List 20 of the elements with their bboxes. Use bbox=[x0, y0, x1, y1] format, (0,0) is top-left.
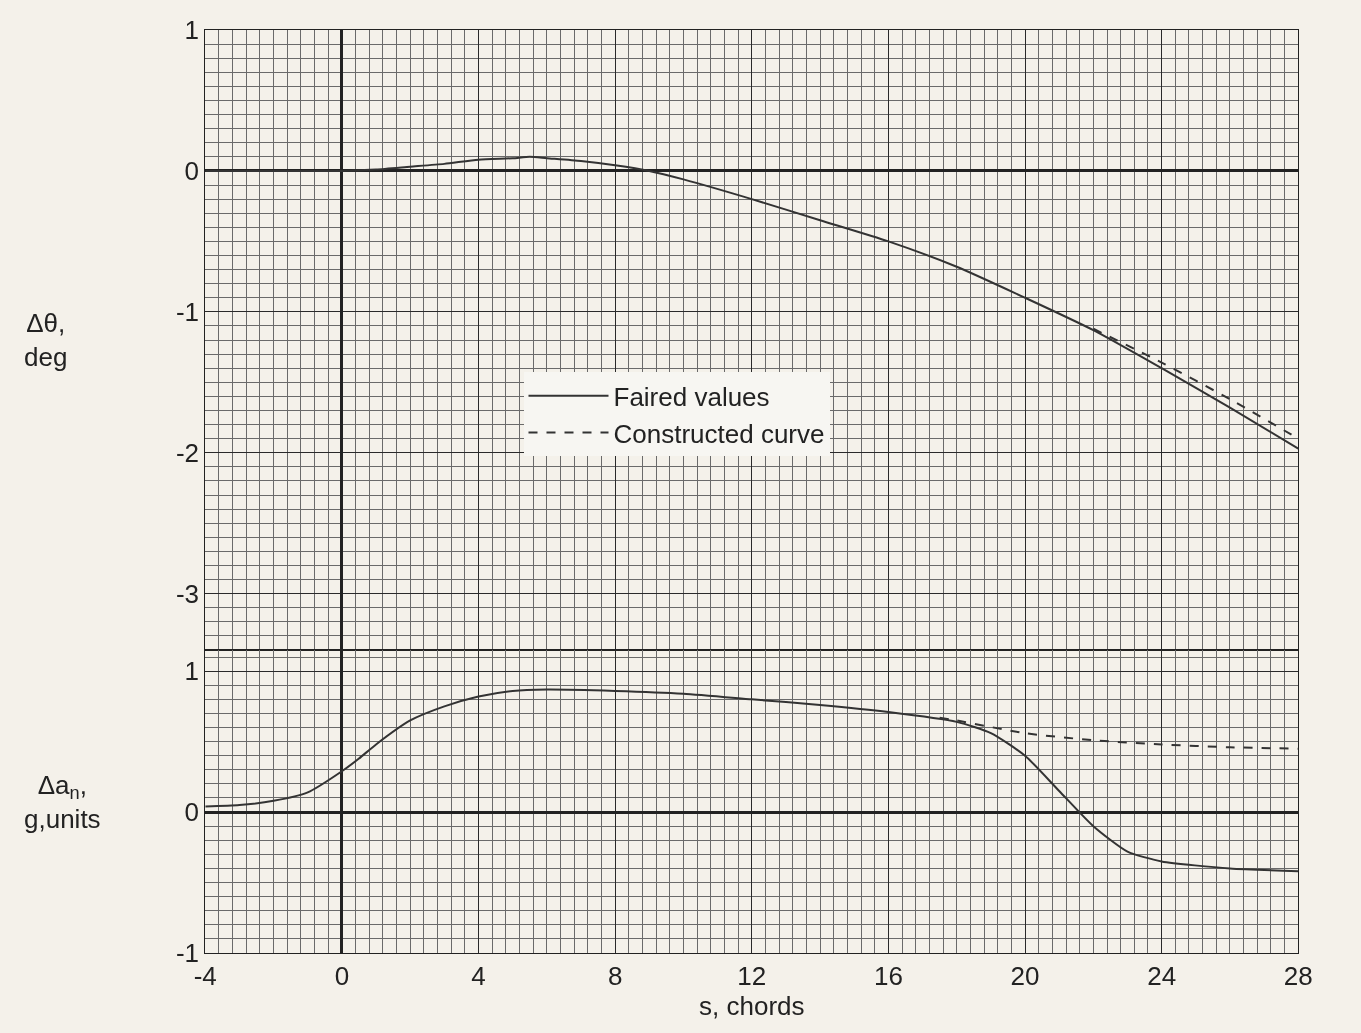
x-tick-label: 20 bbox=[1010, 961, 1040, 992]
y-axis-title: Δθ, deg bbox=[24, 308, 68, 372]
x-tick-label: 4 bbox=[471, 961, 486, 992]
y-tick-label: 0 bbox=[184, 797, 200, 828]
x-tick-label: 12 bbox=[737, 961, 767, 992]
x-tick-label: 24 bbox=[1147, 961, 1177, 992]
y-axis-title: Δa$_{n}$, g,units bbox=[24, 770, 101, 834]
y-tick-label: -3 bbox=[175, 578, 200, 609]
x-tick-label: 8 bbox=[607, 961, 623, 992]
x-tick-label: 16 bbox=[873, 961, 903, 992]
x-axis-title: s, chords bbox=[699, 991, 805, 1022]
legend-label: Faired values bbox=[613, 381, 770, 412]
x-tick-label: 28 bbox=[1283, 961, 1313, 992]
y-tick-label: 1 bbox=[184, 656, 200, 687]
legend-label: Constructed curve bbox=[613, 418, 825, 449]
y-tick-label: 1 bbox=[184, 15, 200, 46]
x-tick-label: 0 bbox=[334, 961, 350, 992]
y-tick-label: -2 bbox=[175, 437, 200, 468]
y-tick-label: -1 bbox=[175, 296, 200, 327]
y-tick-label: 0 bbox=[184, 156, 200, 187]
